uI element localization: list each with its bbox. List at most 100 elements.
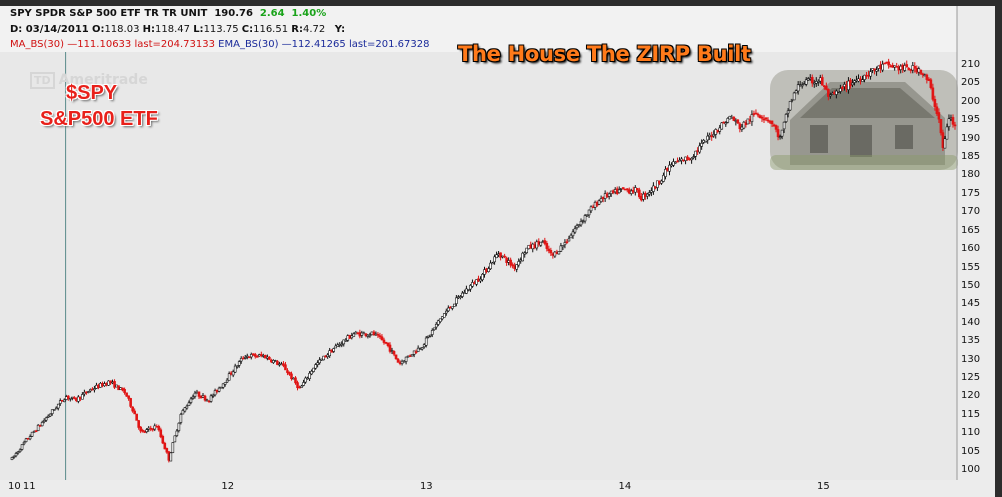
candle[interactable] (191, 394, 195, 400)
candle[interactable] (704, 140, 707, 143)
candle[interactable] (621, 187, 625, 190)
candle[interactable] (16, 451, 20, 455)
candle[interactable] (330, 349, 333, 353)
candle[interactable] (668, 161, 671, 176)
candle[interactable] (416, 345, 420, 352)
candle[interactable] (334, 343, 338, 349)
candle[interactable] (559, 242, 563, 252)
candle[interactable] (18, 448, 22, 453)
candle[interactable] (931, 83, 935, 102)
candle[interactable] (243, 354, 247, 360)
candle[interactable] (336, 342, 340, 347)
candle[interactable] (127, 395, 130, 401)
candle[interactable] (511, 262, 514, 269)
candle[interactable] (352, 332, 356, 337)
candle[interactable] (937, 108, 941, 124)
candle[interactable] (929, 77, 933, 90)
candle[interactable] (638, 187, 641, 199)
candle[interactable] (332, 347, 336, 353)
candle[interactable] (410, 354, 414, 357)
candle[interactable] (853, 79, 856, 86)
candle[interactable] (742, 120, 746, 130)
candle[interactable] (58, 398, 62, 406)
candle[interactable] (169, 451, 173, 462)
candle[interactable] (66, 395, 70, 401)
candle[interactable] (585, 214, 589, 217)
candle[interactable] (445, 308, 448, 316)
candle[interactable] (571, 229, 575, 239)
candle[interactable] (788, 100, 792, 112)
candle[interactable] (426, 335, 430, 339)
candle[interactable] (947, 114, 951, 131)
candle[interactable] (525, 247, 529, 255)
candle[interactable] (656, 180, 659, 191)
candle[interactable] (827, 88, 830, 101)
candle[interactable] (698, 142, 701, 154)
candle[interactable] (706, 132, 709, 144)
candle[interactable] (308, 371, 311, 381)
candle[interactable] (881, 60, 884, 73)
candle[interactable] (841, 85, 844, 91)
candle[interactable] (372, 330, 376, 336)
candle[interactable] (151, 428, 155, 432)
candle[interactable] (14, 451, 18, 458)
candle[interactable] (575, 223, 579, 230)
candle[interactable] (404, 356, 408, 365)
candle[interactable] (141, 428, 144, 433)
candle[interactable] (227, 371, 231, 381)
candle[interactable] (173, 435, 177, 443)
candle[interactable] (342, 339, 346, 347)
candle[interactable] (368, 332, 372, 338)
candle[interactable] (231, 369, 235, 378)
candle[interactable] (941, 129, 945, 151)
candle[interactable] (467, 289, 470, 292)
candle[interactable] (386, 342, 390, 348)
candle[interactable] (792, 91, 796, 101)
candle[interactable] (503, 253, 506, 259)
candle[interactable] (784, 112, 788, 124)
candle[interactable] (573, 225, 577, 234)
candle[interactable] (276, 359, 279, 366)
candle[interactable] (378, 332, 382, 339)
candle[interactable] (223, 382, 227, 387)
candle[interactable] (589, 205, 593, 214)
candle[interactable] (436, 319, 440, 327)
candle[interactable] (921, 72, 925, 78)
candle[interactable] (420, 347, 424, 351)
candle[interactable] (587, 209, 591, 218)
candle[interactable] (183, 407, 187, 413)
candle[interactable] (499, 252, 502, 261)
candle[interactable] (48, 413, 52, 418)
candle[interactable] (294, 376, 297, 385)
candle[interactable] (123, 387, 126, 395)
candle[interactable] (40, 420, 44, 427)
candle[interactable] (268, 356, 271, 360)
candle[interactable] (557, 251, 561, 255)
candle[interactable] (728, 115, 732, 120)
candle[interactable] (422, 343, 426, 349)
candle[interactable] (62, 398, 66, 403)
candle[interactable] (690, 157, 693, 164)
candle[interactable] (46, 414, 50, 418)
ma-study-legend[interactable]: MA_BS(30) —111.10633 last=204.73133 (10, 39, 215, 50)
candle[interactable] (50, 409, 54, 416)
candle[interactable] (328, 347, 331, 358)
candle[interactable] (237, 360, 241, 368)
candle[interactable] (211, 393, 215, 399)
candle[interactable] (442, 313, 446, 318)
candle[interactable] (563, 239, 567, 249)
candle[interactable] (161, 434, 165, 445)
candle[interactable] (565, 239, 569, 244)
candle[interactable] (260, 351, 263, 358)
candle[interactable] (115, 384, 118, 388)
candle[interactable] (264, 354, 267, 359)
candle[interactable] (935, 103, 939, 116)
candle[interactable] (447, 305, 450, 313)
candle[interactable] (662, 172, 665, 183)
candle[interactable] (392, 350, 396, 357)
candle[interactable] (760, 114, 764, 123)
candle[interactable] (189, 396, 193, 405)
candle[interactable] (12, 455, 16, 459)
candle[interactable] (26, 437, 30, 440)
candle[interactable] (52, 409, 56, 411)
